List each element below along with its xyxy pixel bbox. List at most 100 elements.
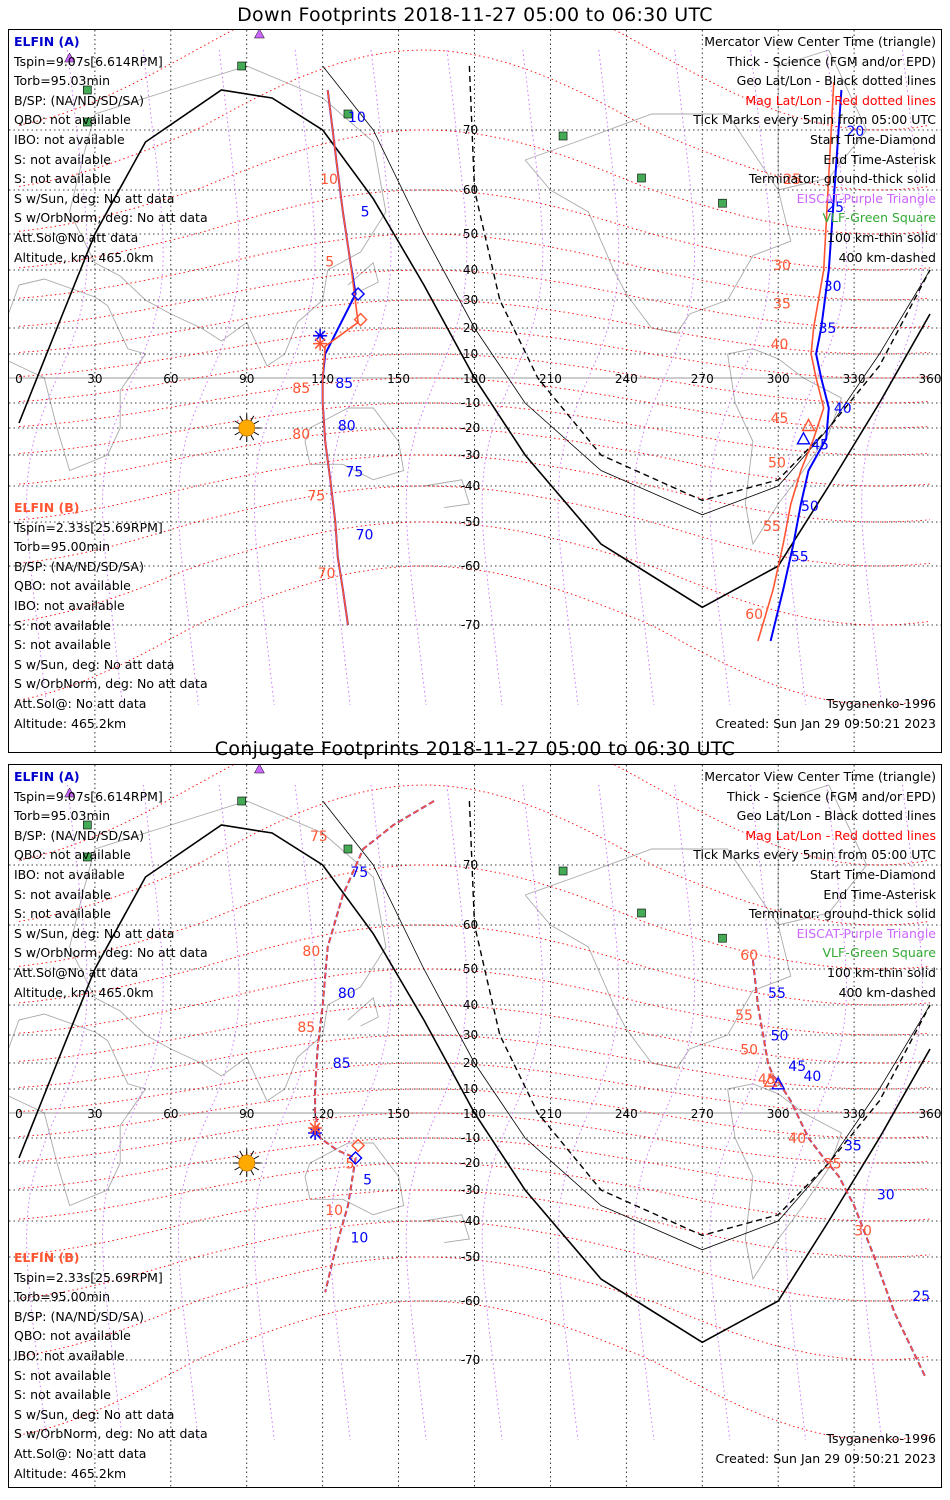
time-tick-label: 60	[740, 948, 758, 964]
y-tick-label: 40	[463, 998, 478, 1012]
y-tick-label: 60	[463, 918, 478, 932]
sun-ray	[253, 420, 260, 425]
legend-entry: Terminator: ground-thick solid	[748, 906, 936, 922]
time-tick-label: 35	[773, 296, 791, 312]
time-tick-label: 75	[351, 865, 369, 881]
mag-parallel	[18, 1062, 931, 1114]
footprint-track	[314, 800, 435, 1293]
info-line: Att.Sol@No att data	[14, 229, 139, 245]
y-tick-label: 50	[463, 227, 478, 241]
info-line: Torb=95.00min	[14, 539, 111, 555]
time-tick-label: 35	[844, 1139, 862, 1155]
y-tick-label: -40	[461, 1214, 481, 1228]
coastline	[304, 407, 405, 481]
footprint-track	[769, 89, 843, 642]
mag-meridian	[861, 49, 923, 706]
time-tick-label: 80	[302, 944, 320, 960]
vlf-station	[718, 933, 727, 943]
coastline	[524, 113, 792, 334]
mag-parallel	[18, 454, 931, 523]
mag-parallel	[18, 924, 931, 1006]
mag-parallel	[18, 353, 931, 404]
mag-parallel	[18, 377, 931, 429]
info-line: B/SP: (NA/ND/SD/SA)	[14, 92, 144, 108]
info-line: QBO: not available	[14, 112, 131, 128]
info-line: Att.Sol@: No att data	[14, 695, 147, 711]
time-tick-label: 25	[912, 1289, 930, 1305]
created-label: Created: Sun Jan 29 09:50:21 2023	[715, 1451, 936, 1466]
elfin-b-header: ELFIN (B)	[14, 1250, 80, 1265]
sun-ray	[250, 1150, 255, 1157]
vlf-station	[83, 117, 92, 127]
vlf-station	[83, 85, 92, 95]
mag-parallel	[18, 968, 931, 1036]
x-tick-label: 90	[239, 1107, 254, 1121]
vlf-station	[237, 796, 246, 806]
x-tick-label: 150	[387, 372, 410, 386]
sun-ray	[239, 415, 244, 422]
x-tick-label: 90	[239, 372, 254, 386]
time-tick-label: 80	[292, 427, 310, 443]
mag-meridian	[557, 49, 620, 706]
y-tick-label: -20	[461, 1156, 481, 1170]
info-line: QBO: not available	[14, 847, 131, 863]
y-tick-label: 30	[463, 1028, 478, 1042]
mag-meridian	[633, 49, 696, 706]
time-tick-label: 80	[338, 419, 356, 435]
info-line: Tspin=2.33s[25.69RPM]	[14, 519, 163, 535]
x-tick-label: 30	[87, 1107, 102, 1121]
vlf-station	[343, 844, 353, 854]
vlf-station	[637, 173, 646, 183]
time-tick-label: 45	[788, 1059, 806, 1075]
info-line: Altitude: 465.2km	[14, 1465, 127, 1481]
elfin-a-info: ELFIN (A) Tspin=9.07s[6.614RPM] Torb=95.0…	[14, 767, 208, 1002]
elfin-a-info: ELFIN (A) Tspin=9.07s[6.614RPM] Torb=95.0…	[14, 32, 208, 267]
mag-grid	[18, 765, 931, 1441]
mag-meridian	[102, 49, 164, 706]
coastline	[347, 261, 379, 292]
time-tick-label: 30	[877, 1187, 895, 1203]
time-tick-label: 85	[297, 1020, 315, 1036]
mag-meridian	[26, 49, 88, 706]
mag-meridian	[329, 49, 392, 706]
mag-meridian	[405, 49, 468, 706]
info-line: S w/OrbNorm, deg: No att data	[14, 210, 208, 226]
down-footprints-map: 0 30 60 90 120 150 180 210 240 270 300 330 360706050…	[9, 30, 941, 752]
y-tick-label: -60	[461, 559, 481, 573]
asterisk-stroke	[314, 330, 326, 342]
legend-entry: Start Time-Diamond	[809, 866, 936, 882]
info-line: QBO: not available	[14, 1328, 131, 1344]
mag-meridian	[177, 49, 240, 706]
info-line: S: not available	[14, 1387, 111, 1403]
info-line: Tspin=2.33s[25.69RPM]	[14, 1269, 163, 1285]
mag-meridian	[253, 49, 316, 706]
mag-meridian	[481, 784, 544, 1441]
coastline	[9, 1013, 147, 1207]
legend-entry: Mag Lat/Lon - Red dotted lines	[745, 827, 936, 843]
x-tick-label: 0	[15, 372, 23, 386]
y-tick-label: 20	[463, 1056, 478, 1070]
terminator-thin	[322, 800, 931, 1251]
coastline	[69, 800, 387, 1102]
elfin-b-info: ELFIN (B) Tspin=2.33s[25.69RPM] Torb=95.0…	[14, 498, 208, 733]
legend-entry: Thick - Science (FGM and/or EPD)	[727, 788, 936, 804]
mag-parallel	[18, 1220, 931, 1302]
elfin-b-info: ELFIN (B) Tspin=2.33s[25.69RPM] Torb=95.0…	[14, 1248, 208, 1483]
y-tick-label: 50	[463, 962, 478, 976]
sun-ray	[239, 1150, 244, 1157]
info-line: Altitude, km: 465.0km	[14, 984, 154, 1000]
info-line: IBO: not available	[14, 1347, 125, 1363]
time-tick-label: 50	[740, 1043, 758, 1059]
y-tick-label: -10	[461, 396, 481, 410]
time-tick-label: 10	[320, 172, 338, 188]
legend-entry: Mercator View Center Time (triangle)	[704, 769, 936, 784]
legend-entry: Mercator View Center Time (triangle)	[704, 34, 936, 49]
x-tick-label: 150	[387, 1107, 410, 1121]
info-line: S w/OrbNorm, deg: No att data	[14, 1426, 208, 1442]
sun-ray	[253, 1166, 260, 1171]
coastline	[423, 1214, 470, 1244]
time-tick-label: 40	[771, 337, 789, 353]
mag-parallel	[18, 327, 931, 379]
time-tick-label: 40	[834, 401, 852, 417]
time-tick-label: 50	[771, 1029, 789, 1045]
